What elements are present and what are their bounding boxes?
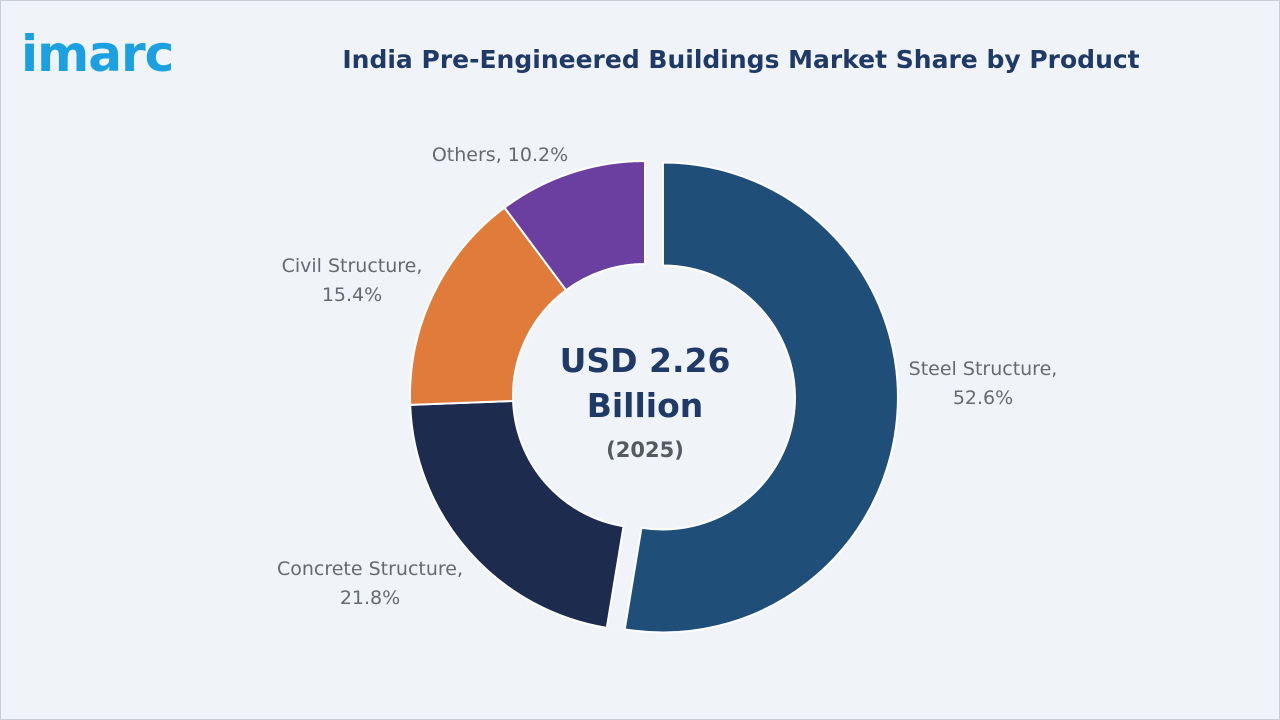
data-label-others: Others, 10.2%	[432, 144, 568, 166]
center-value-line1: USD 2.26	[560, 341, 731, 380]
labels-group: Steel Structure, 52.6% Concrete Structure,…	[277, 144, 1057, 609]
data-label-civil-structure: Civil Structure, 15.4%	[282, 255, 423, 306]
data-label-steel-structure: Steel Structure, 52.6%	[909, 358, 1058, 409]
center-value-line2: Billion	[587, 386, 704, 425]
slices-group	[409, 159, 899, 634]
slice-steel-structure	[623, 161, 899, 634]
slice-others	[503, 159, 646, 292]
chart-title: India Pre-Engineered Buildings Market Sh…	[342, 45, 1140, 74]
center-year: (2025)	[606, 438, 684, 462]
imarc-logo: imarc	[21, 25, 174, 83]
slice-concrete-structure	[409, 399, 625, 630]
data-label-concrete-structure: Concrete Structure, 21.8%	[277, 558, 463, 609]
